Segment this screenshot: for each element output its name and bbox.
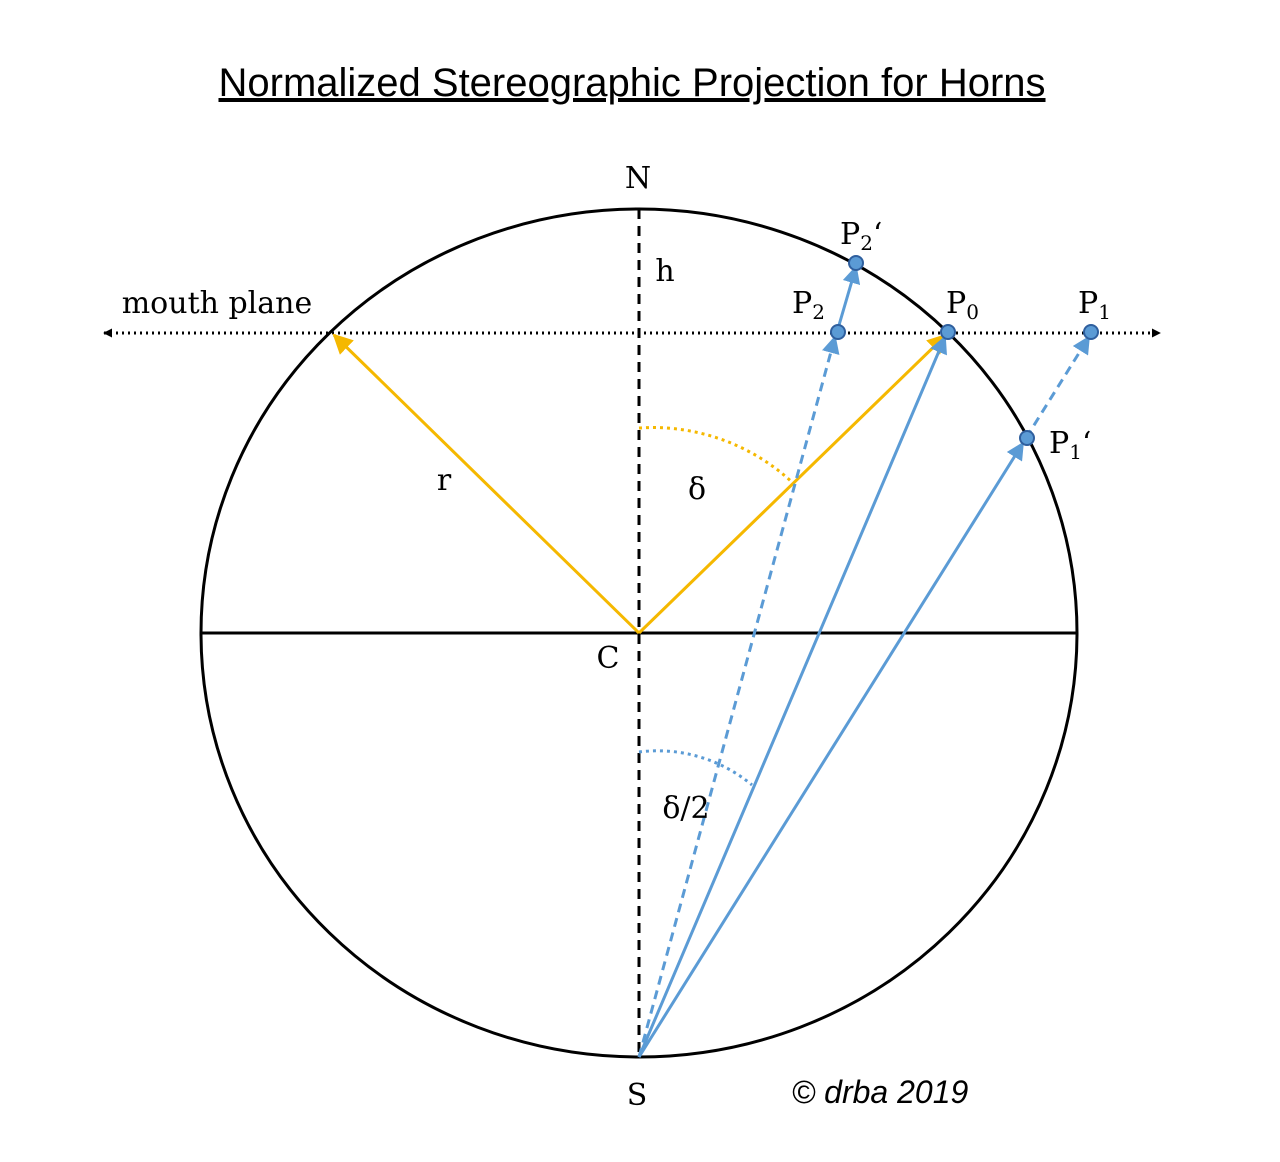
projection-ray-p0 (637, 335, 947, 1058)
half-delta-angle-arc (638, 749, 753, 787)
point-p0 (940, 324, 956, 340)
point-p1-prime (1019, 430, 1035, 446)
point-p2 (830, 324, 846, 340)
radius-arrow-left (332, 333, 641, 635)
copyright-notice: © drba 2019 (792, 1074, 969, 1110)
label-p0: P0 (946, 286, 979, 324)
label-mouth-plane: mouth plane (122, 286, 313, 321)
delta-angle-arc (638, 426, 795, 485)
label-p1: P1 (1078, 286, 1111, 324)
label-p1-prime: P1‘ (1049, 426, 1091, 464)
diagram-title: Normalized Stereographic Projection for … (218, 61, 1045, 105)
label-p2: P2 (792, 286, 825, 324)
label-p2-prime: P2‘ (840, 217, 882, 255)
projection-ray-p1-prime (637, 441, 1025, 1058)
label-delta: δ (688, 472, 706, 507)
projection-extension-p2-prime (835, 265, 861, 333)
label-radius: r (437, 463, 452, 498)
label-north: N (625, 161, 651, 196)
point-p1 (1083, 324, 1099, 340)
projection-ray-p2 (637, 335, 840, 1058)
projection-extension-p1 (1024, 335, 1091, 439)
radius-arrow-right (637, 333, 948, 635)
label-height: h (655, 254, 674, 289)
label-center: C (597, 641, 620, 676)
point-p2-prime (848, 255, 864, 271)
label-south: S (627, 1078, 648, 1113)
label-half-delta: δ/2 (662, 791, 709, 826)
